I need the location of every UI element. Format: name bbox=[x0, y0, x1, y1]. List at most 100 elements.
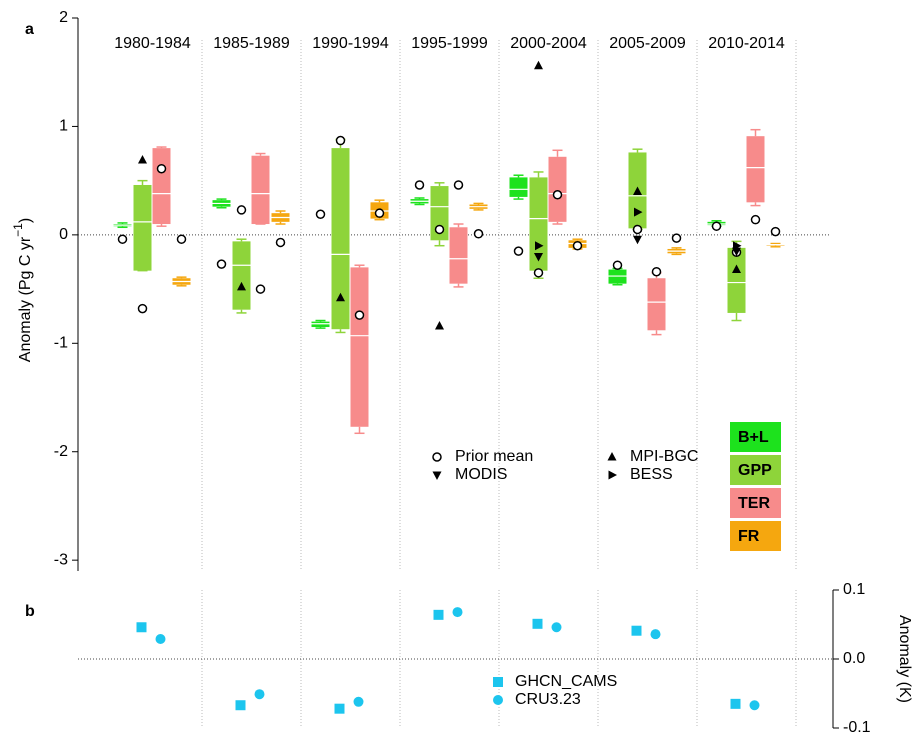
product-marker bbox=[534, 60, 543, 70]
prior-marker bbox=[572, 240, 583, 251]
legend-label: MPI-BGC bbox=[630, 448, 698, 465]
y-tick-label: -3 bbox=[54, 551, 68, 568]
period-label: 2000-2004 bbox=[510, 35, 587, 52]
box bbox=[647, 278, 666, 331]
legend-label: GHCN_CAMS bbox=[515, 673, 617, 690]
y-axis-label: Anomaly (Pg C yr−1) bbox=[11, 218, 34, 362]
point bbox=[155, 633, 166, 644]
box bbox=[430, 186, 449, 241]
product-marker bbox=[633, 186, 642, 195]
period-label: 2010-2014 bbox=[708, 35, 785, 52]
legend-label: TER bbox=[738, 495, 770, 512]
y-tick-label: 0.0 bbox=[843, 650, 865, 667]
box bbox=[331, 148, 350, 330]
prior-marker bbox=[414, 180, 425, 190]
product-marker bbox=[432, 471, 442, 480]
legend-swatch bbox=[730, 521, 781, 551]
product-marker bbox=[138, 155, 147, 164]
box bbox=[152, 148, 171, 225]
prior-marker bbox=[612, 260, 623, 270]
prior-marker bbox=[473, 229, 484, 239]
prior-marker bbox=[651, 266, 662, 277]
prior-marker bbox=[711, 221, 722, 231]
product-marker bbox=[535, 241, 544, 251]
prior-marker bbox=[513, 246, 524, 256]
prior-marker bbox=[354, 310, 365, 320]
prior-marker bbox=[533, 268, 544, 278]
product-marker bbox=[732, 247, 741, 257]
prior-marker bbox=[255, 284, 266, 294]
product-marker bbox=[336, 292, 345, 302]
legend-swatch bbox=[730, 422, 781, 452]
product-marker bbox=[607, 452, 617, 461]
y-tick-label: 1 bbox=[59, 118, 68, 135]
box bbox=[232, 241, 251, 310]
y-axis-label: Anomaly (K) bbox=[896, 615, 913, 703]
box bbox=[509, 177, 528, 197]
prior-marker bbox=[176, 234, 187, 244]
legend-label: MODIS bbox=[455, 466, 507, 483]
prior-marker bbox=[315, 209, 326, 220]
prior-marker bbox=[137, 303, 148, 314]
legend-label: B+L bbox=[738, 429, 769, 446]
point bbox=[353, 696, 364, 707]
prior-marker bbox=[156, 163, 167, 174]
y-tick-label: -2 bbox=[54, 443, 68, 460]
product-marker bbox=[435, 320, 444, 330]
point bbox=[631, 625, 642, 636]
period-label: 1980-1984 bbox=[114, 35, 191, 52]
product-marker bbox=[634, 207, 643, 217]
box bbox=[548, 156, 567, 222]
period-label: 2005-2009 bbox=[609, 35, 686, 52]
product-marker bbox=[534, 253, 543, 262]
product-marker bbox=[732, 264, 741, 274]
prior-marker bbox=[216, 259, 227, 269]
legend-label: CRU3.23 bbox=[515, 691, 581, 708]
legend-label: FR bbox=[738, 528, 760, 545]
legend-symbol bbox=[493, 677, 503, 687]
point bbox=[749, 700, 760, 711]
y-tick-label: -1 bbox=[54, 335, 68, 352]
legend-symbol bbox=[493, 695, 503, 705]
prior-marker bbox=[671, 233, 682, 243]
prior-marker bbox=[335, 135, 346, 146]
prior-marker bbox=[434, 224, 445, 235]
legend-label: Prior mean bbox=[455, 448, 533, 465]
box bbox=[251, 155, 270, 225]
prior-marker bbox=[632, 224, 643, 235]
legend-label: GPP bbox=[738, 462, 772, 479]
y-axis-label-part: −1 bbox=[11, 223, 25, 237]
prior-marker bbox=[770, 226, 781, 237]
point bbox=[730, 698, 741, 709]
y-tick-label: 2 bbox=[59, 9, 68, 26]
point bbox=[235, 700, 246, 711]
box bbox=[529, 177, 548, 271]
panel-label: a bbox=[25, 21, 34, 38]
box bbox=[746, 136, 765, 203]
prior-marker bbox=[275, 237, 286, 248]
period-label: 1995-1999 bbox=[411, 35, 488, 52]
product-marker bbox=[633, 235, 642, 245]
y-axis-label-part: ) bbox=[17, 218, 34, 223]
panel-label: b bbox=[25, 603, 35, 620]
period-label: 1990-1994 bbox=[312, 35, 389, 52]
prior-marker bbox=[117, 234, 128, 244]
prior-marker bbox=[552, 189, 563, 200]
legend-label: BESS bbox=[630, 466, 673, 483]
prior-marker bbox=[453, 180, 464, 190]
point bbox=[433, 609, 444, 620]
box bbox=[350, 267, 369, 427]
prior-marker bbox=[374, 208, 385, 218]
point bbox=[334, 703, 345, 714]
y-tick-label: 0.1 bbox=[843, 581, 865, 598]
y-axis-label-part: Anomaly (Pg C yr bbox=[17, 236, 34, 362]
point bbox=[551, 622, 562, 633]
product-marker bbox=[237, 281, 246, 291]
box bbox=[449, 227, 468, 284]
box bbox=[133, 184, 152, 271]
legend-swatch bbox=[730, 455, 781, 485]
product-marker bbox=[733, 241, 742, 251]
y-tick-label: -0.1 bbox=[843, 719, 871, 736]
period-label: 1985-1989 bbox=[213, 35, 290, 52]
